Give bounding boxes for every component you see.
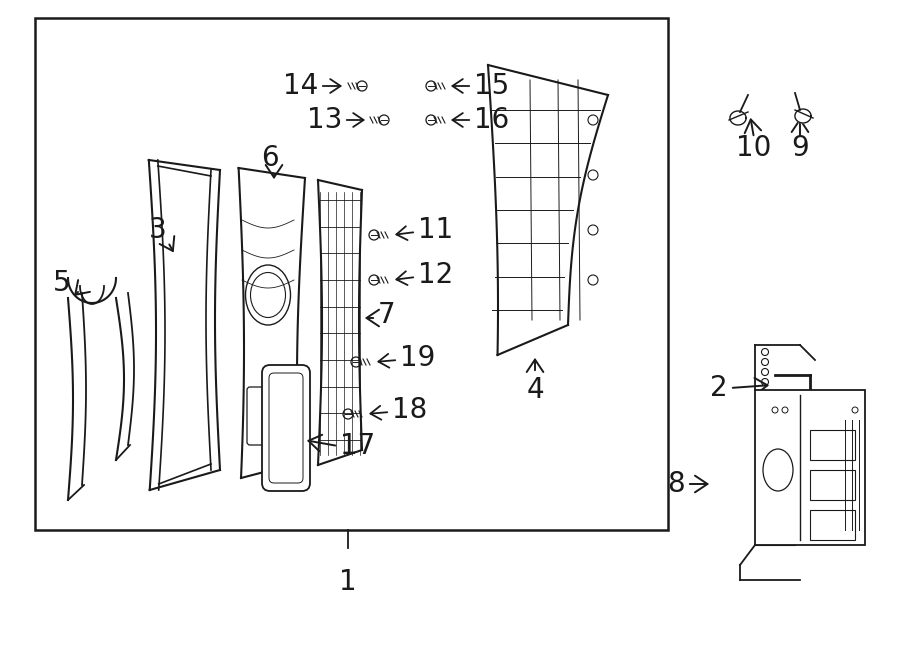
Text: 4: 4 [526,376,544,404]
Text: 15: 15 [474,72,509,100]
Bar [810,510,855,540]
Bar [810,470,855,500]
Text: 3: 3 [149,216,166,244]
Text: 17: 17 [340,432,375,460]
Text: 2: 2 [710,374,728,402]
Text: 7: 7 [378,301,396,329]
Text: 11: 11 [418,216,454,244]
Bar [810,430,855,460]
Text: 6: 6 [261,144,279,172]
Text: 5: 5 [53,269,71,297]
Text: 12: 12 [418,261,454,289]
Text: 9: 9 [791,134,809,162]
Text: 1: 1 [339,568,356,596]
Polygon shape [795,109,811,123]
FancyBboxPatch shape [262,365,310,491]
Text: 8: 8 [668,470,685,498]
Text: 16: 16 [474,106,509,134]
Text: 13: 13 [307,106,342,134]
Bar [35,18,668,530]
Text: 10: 10 [736,134,771,162]
Text: 18: 18 [392,396,427,424]
Text: 19: 19 [400,344,436,372]
Text: 14: 14 [283,72,318,100]
Polygon shape [730,111,746,125]
Bar [755,390,865,545]
